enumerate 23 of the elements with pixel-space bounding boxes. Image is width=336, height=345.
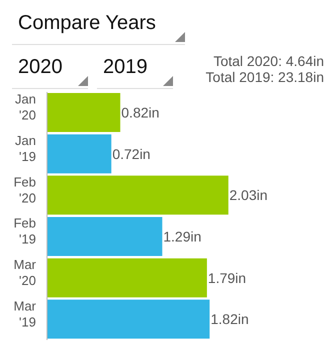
text: Total 2019: 23.18in [206,69,324,85]
y-tick-label: Feb '20 [14,174,36,206]
text: 2019 [102,56,148,79]
data-label: 1.82in [210,311,249,328]
bar [47,217,162,256]
data-label: 1.79in [208,270,246,286]
bar [47,93,120,132]
bar [47,176,228,215]
data-label: 0.72in [112,146,150,162]
y-tick-label: Mar '19 [14,298,37,330]
text: 2020 [17,56,64,79]
y-tick-label: Mar '20 [14,257,37,288]
data-label: 2.03in [229,187,268,204]
chart-title: Compare Years [17,12,157,35]
data-label: 0.82in [121,104,160,120]
bar [47,258,207,298]
bar [47,134,112,174]
y-tick-label: Jan '20 [15,92,36,123]
text: Total 2020: 4.64in [212,53,324,69]
y-tick-label: Feb '19 [14,216,36,247]
bar [47,300,210,339]
y-tick-label: Jan '19 [15,133,36,164]
data-label: 1.29in [163,228,202,244]
